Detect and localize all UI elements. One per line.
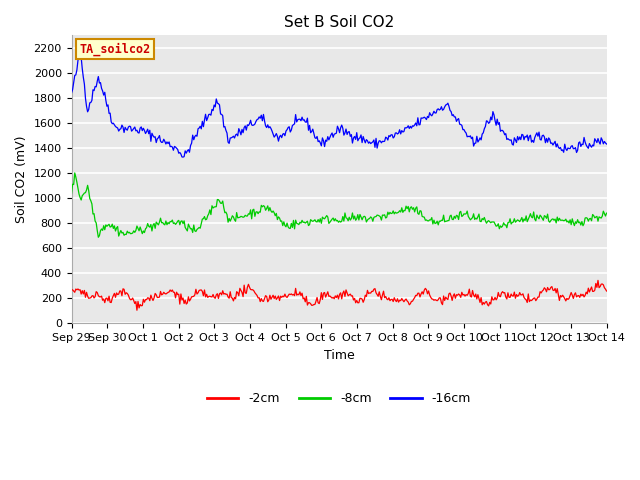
Title: Set B Soil CO2: Set B Soil CO2 xyxy=(284,15,394,30)
X-axis label: Time: Time xyxy=(324,348,355,362)
Text: TA_soilco2: TA_soilco2 xyxy=(79,43,151,56)
Legend: -2cm, -8cm, -16cm: -2cm, -8cm, -16cm xyxy=(202,387,476,410)
Y-axis label: Soil CO2 (mV): Soil CO2 (mV) xyxy=(15,136,28,223)
